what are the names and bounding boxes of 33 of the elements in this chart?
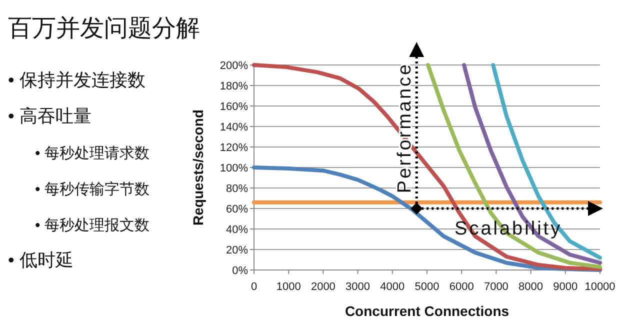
y-tick-label: 200% <box>220 60 248 72</box>
x-tick-label: 5000 <box>414 281 440 293</box>
line-series <box>426 63 602 269</box>
text: • 每秒处理报文数 <box>35 217 150 234</box>
x-tick-label: 7000 <box>484 281 508 293</box>
x-tick-label: 1000 <box>276 281 301 293</box>
x-tick-label: 9000 <box>553 281 578 293</box>
x-tick-label: 4000 <box>380 281 405 293</box>
y-tick-label: 140% <box>220 122 248 134</box>
text: • 高吞吐量 <box>8 106 92 126</box>
y-tick-label: 160% <box>220 101 248 113</box>
ref-line-label: Performance <box>394 62 416 194</box>
x-tick-label: 6000 <box>449 281 474 293</box>
y-tick-label: 120% <box>220 142 248 154</box>
y-tick-label: 80% <box>226 183 248 195</box>
x-tick-label: 8000 <box>518 281 544 293</box>
x-tick-label: 0 <box>250 281 258 293</box>
chart-title: 百万并发问题分解 <box>8 15 200 42</box>
x-tick-label: 3000 <box>346 281 370 293</box>
x-tick-label: 10000 <box>584 281 616 293</box>
y-tick-label: 20% <box>226 244 248 256</box>
x-axis-title: Concurrent Connections <box>344 303 510 319</box>
x-tick-label: 2000 <box>310 281 336 293</box>
text: • 每秒传输字节数 <box>35 181 150 198</box>
y-tick-label: 180% <box>220 80 248 92</box>
text: • 低时延 <box>8 250 74 270</box>
y-tick-label: 60% <box>226 204 248 216</box>
y-tick-label: 0% <box>232 265 248 277</box>
text: • 每秒处理请求数 <box>35 145 150 162</box>
y-tick-label: 100% <box>220 162 248 174</box>
y-axis-title: Requests/second <box>190 110 206 226</box>
y-tick-label: 40% <box>226 224 248 236</box>
text: • 保持并发连接数 <box>8 70 146 90</box>
